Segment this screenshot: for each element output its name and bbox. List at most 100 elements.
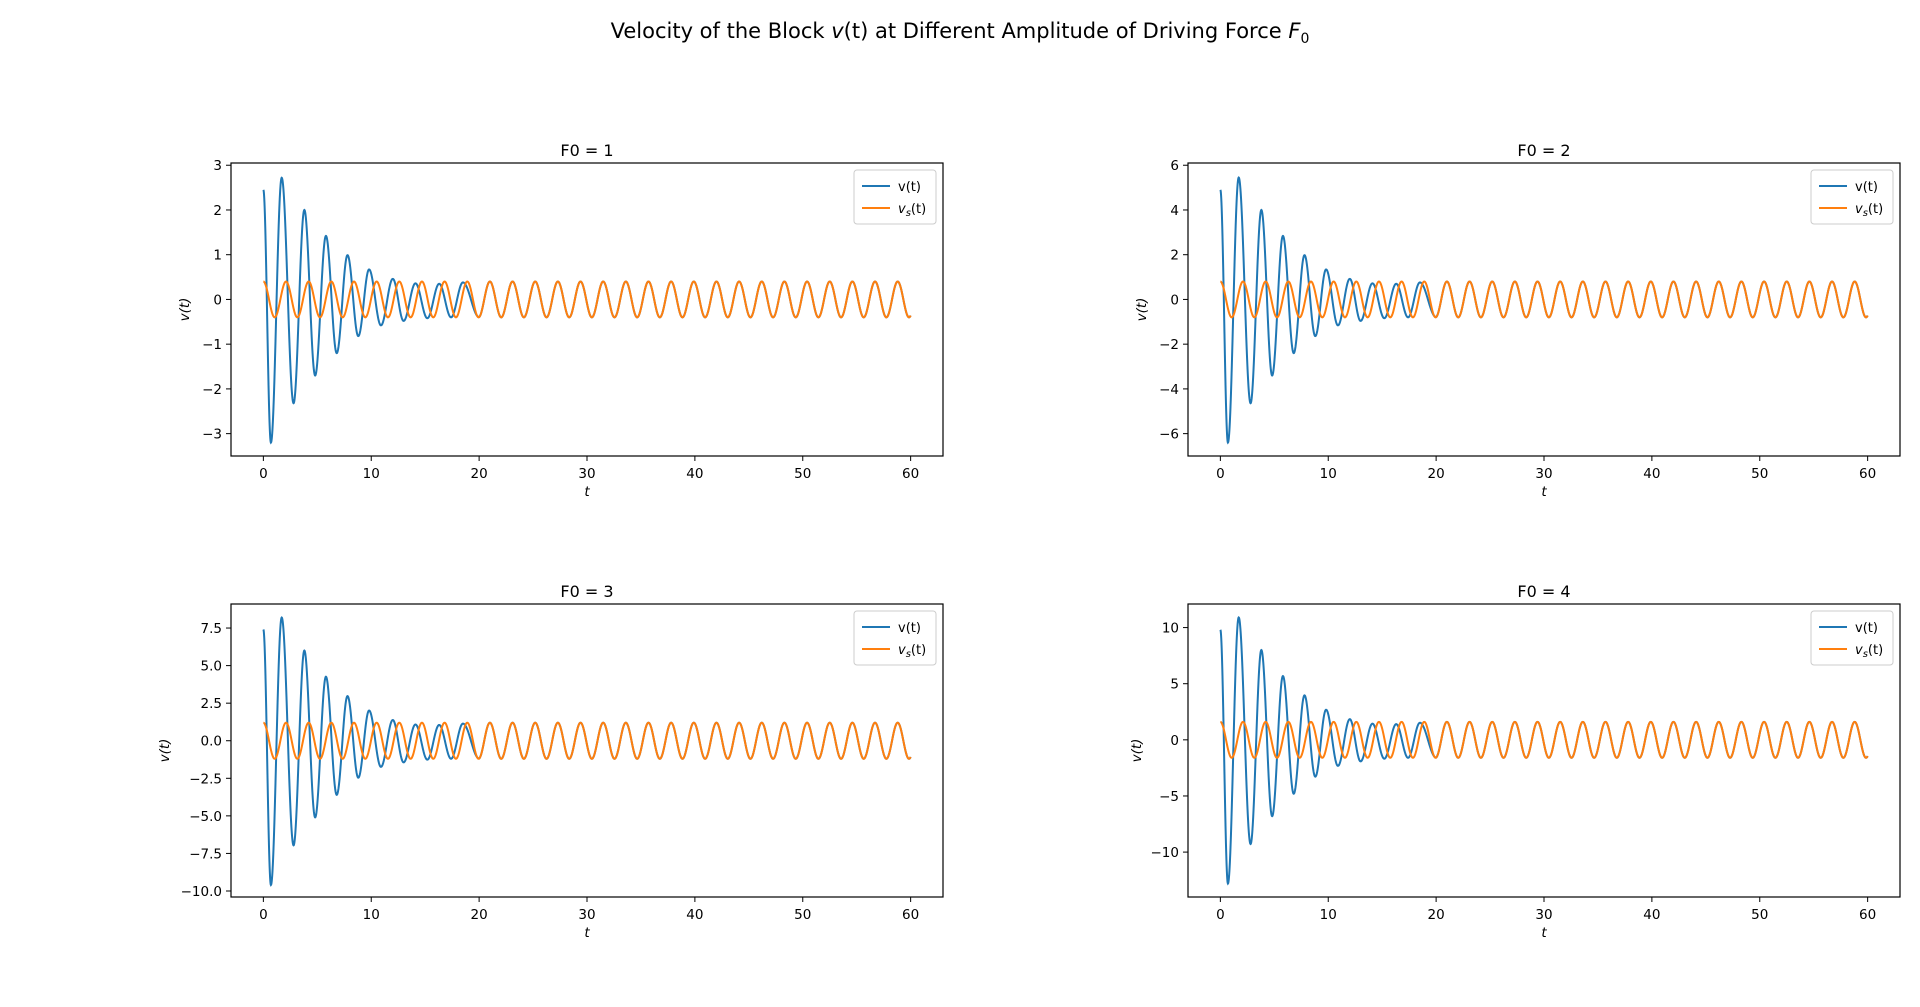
y-tick-label: 0 [1170,733,1179,749]
y-tick-label: 5.0 [201,659,222,675]
figure-suptitle: Velocity of the Block v(t) at Different … [611,19,1310,47]
y-tick-label: 0 [1170,292,1179,308]
series-line-vs [1220,280,1869,319]
axes-frame [230,162,944,457]
x-tick-label: 50 [1751,466,1768,482]
x-tick-label: 10 [363,466,380,482]
y-tick-label: −10 [1151,845,1180,861]
y-tick-label: 2 [213,203,222,219]
legend-label-vs: vs(t) [898,202,926,219]
y-tick-label: −7.5 [189,846,222,862]
y-tick-label: 3 [213,158,222,174]
y-tick-label: 1 [213,248,222,264]
x-axis-label: t [584,484,590,500]
x-axis-label: t [1541,925,1547,941]
y-tick-label: −2 [202,382,222,398]
x-tick-label: 50 [1751,907,1768,923]
subplot-title: F0 = 4 [1517,582,1570,601]
series-line-vs [263,280,912,319]
x-tick-label: 30 [1535,907,1552,923]
y-axis-label: v(t) [1129,739,1145,763]
x-tick-label: 40 [1643,907,1660,923]
x-tick-label: 50 [794,466,811,482]
legend-label-v: v(t) [898,180,921,195]
x-tick-label: 40 [1643,466,1660,482]
legend: v(t) vs(t) [1810,610,1894,666]
y-tick-label: −5.0 [189,809,222,825]
subplot-2: 0 10 20 30 40 50 60 −6 −4 −2 0 2 4 6 F0 = 2 t v(t) v(t) vs… [1134,141,1901,500]
x-axis-label: t [1541,484,1547,500]
x-axis-label: t [584,925,590,941]
legend-box [1810,169,1894,225]
legend-label-v: v(t) [1855,180,1878,195]
axes-frame [1187,162,1901,457]
x-tick-label: 10 [1320,907,1337,923]
y-tick-label: −5 [1159,789,1179,805]
y-tick-label: 7.5 [201,621,222,637]
y-tick-label: 6 [1170,158,1179,174]
subplot-title: F0 = 2 [1517,141,1570,160]
x-tick-label: 0 [1216,907,1225,923]
x-tick-label: 30 [578,907,595,923]
y-tick-label: 2 [1170,248,1179,264]
x-tick-label: 20 [471,466,488,482]
x-tick-label: 10 [1320,466,1337,482]
subplot-title: F0 = 3 [560,582,613,601]
x-tick-label: 60 [902,466,919,482]
subplot-3: 0 10 20 30 40 50 60 −10.0 −7.5 −5.0 −2.5 0.0 2.5 5.0 7… [157,582,944,941]
y-tick-label: −2.5 [189,771,222,787]
x-tick-label: 40 [686,466,703,482]
legend: v(t) vs(t) [853,610,937,666]
subplot-4: 0 10 20 30 40 50 60 −10 −5 0 5 10 F0 = 4 t v(t) v(t) vs(… [1129,582,1901,941]
legend-label-vs: vs(t) [1855,202,1883,219]
x-tick-label: 20 [1428,466,1445,482]
y-axis-label: v(t) [1134,298,1150,322]
y-tick-label: −3 [202,427,222,443]
x-tick-label: 0 [259,466,268,482]
series-line-v [262,616,912,887]
legend-box [1810,610,1894,666]
legend: v(t) vs(t) [1810,169,1894,225]
axes-frame [1187,603,1901,898]
subplot-title: F0 = 1 [560,141,613,160]
y-tick-label: 0 [213,292,222,308]
series-line-v [1219,176,1869,445]
legend-box [853,169,937,225]
x-tick-label: 40 [686,907,703,923]
x-tick-label: 30 [1535,466,1552,482]
x-tick-label: 0 [259,907,268,923]
x-tick-label: 60 [902,907,919,923]
series-line-v [262,176,912,445]
series-line-v [1219,616,1869,886]
y-tick-label: −10.0 [181,884,222,900]
legend-label-v: v(t) [1855,621,1878,636]
series-line-vs [263,721,912,760]
axes-frame [230,603,944,898]
x-tick-label: 50 [794,907,811,923]
x-tick-label: 60 [1859,466,1876,482]
x-tick-label: 20 [471,907,488,923]
y-tick-label: −1 [202,337,222,353]
legend: v(t) vs(t) [853,169,937,225]
x-tick-label: 20 [1428,907,1445,923]
y-axis-label: v(t) [177,298,193,322]
x-tick-label: 0 [1216,466,1225,482]
y-tick-label: −2 [1159,337,1179,353]
y-tick-label: −6 [1159,427,1179,443]
y-tick-label: −4 [1159,382,1179,398]
legend-label-vs: vs(t) [1855,643,1883,660]
legend-box [853,610,937,666]
y-axis-label: v(t) [157,739,173,763]
y-tick-label: 0.0 [201,734,222,750]
y-tick-label: 4 [1170,203,1179,219]
y-tick-label: 2.5 [201,696,222,712]
x-tick-label: 10 [363,907,380,923]
legend-label-vs: vs(t) [898,643,926,660]
y-tick-label: 5 [1170,677,1179,693]
y-tick-label: 10 [1162,621,1179,637]
x-tick-label: 60 [1859,907,1876,923]
legend-label-v: v(t) [898,621,921,636]
x-tick-label: 30 [578,466,595,482]
series-line-vs [1220,720,1869,759]
